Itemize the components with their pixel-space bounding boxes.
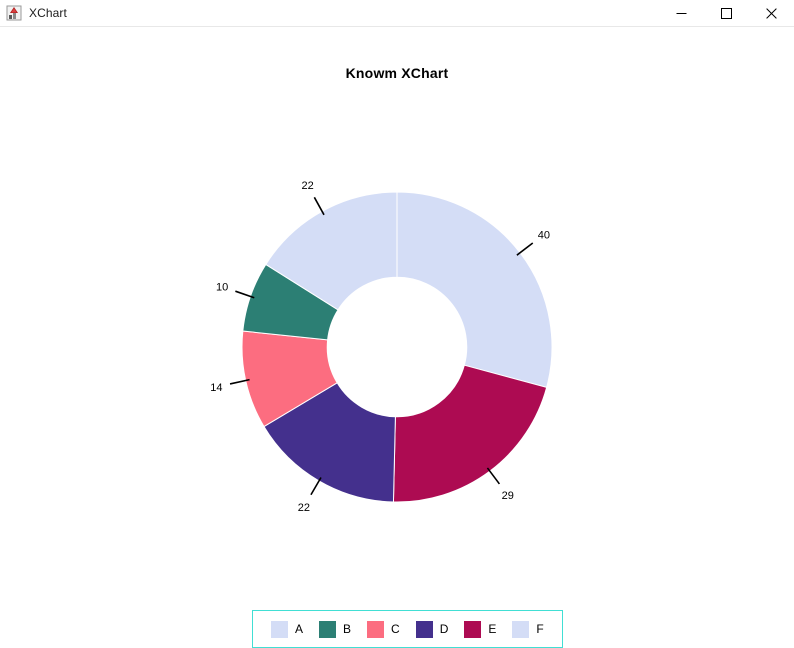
pie-slice-c[interactable] xyxy=(241,330,338,428)
xchart-app-icon xyxy=(6,5,22,21)
titlebar-left-group: XChart xyxy=(0,0,659,26)
pie-slice-f[interactable] xyxy=(265,191,398,311)
chart-legend: A B C D E F xyxy=(252,610,563,648)
legend-swatch-f xyxy=(512,620,530,638)
legend-item-d[interactable]: D xyxy=(408,620,457,638)
window-controls xyxy=(659,0,794,26)
legend-label-e: E xyxy=(488,622,497,636)
pie-slice-b[interactable] xyxy=(242,263,339,341)
slice-value-label-a: 40 xyxy=(538,230,550,242)
slice-leader-line-b xyxy=(235,290,255,299)
chart-title: Knowm XChart xyxy=(345,65,449,81)
slice-value-label-c: 14 xyxy=(210,382,222,394)
pie-slice-d[interactable] xyxy=(263,382,396,503)
legend-label-c: C xyxy=(391,622,400,636)
slice-value-label-d: 22 xyxy=(298,502,310,514)
donut-chart: 40 29 22 14 10 22 xyxy=(0,27,794,557)
slice-leader-line-f xyxy=(313,196,325,216)
pie-slice-e[interactable] xyxy=(392,364,548,503)
slice-leader-line-a xyxy=(516,242,534,256)
slice-value-label-f: 22 xyxy=(301,180,313,192)
legend-swatch-d xyxy=(415,620,433,638)
legend-item-c[interactable]: C xyxy=(359,620,408,638)
legend-item-e[interactable]: E xyxy=(456,620,504,638)
legend-label-f: F xyxy=(536,622,544,636)
legend-swatch-e xyxy=(464,620,482,638)
maximize-button[interactable] xyxy=(704,0,749,26)
pie-slice-a[interactable] xyxy=(396,191,553,389)
slice-leader-line-e xyxy=(486,467,501,485)
donut-chart-svg: 40 29 22 14 10 22 xyxy=(210,180,553,514)
legend-swatch-c xyxy=(367,620,385,638)
slice-leader-line-c xyxy=(229,378,250,385)
window-title: XChart xyxy=(29,6,67,20)
legend-item-b[interactable]: B xyxy=(311,620,359,638)
legend-label-b: B xyxy=(343,622,352,636)
close-button[interactable] xyxy=(749,0,794,26)
chart-canvas: Knowm XChart 40 29 22 14 10 22 A B C D E F xyxy=(0,27,794,648)
legend-item-f[interactable]: F xyxy=(504,620,551,638)
slice-value-label-b: 10 xyxy=(216,282,228,294)
legend-item-a[interactable]: A xyxy=(263,620,311,638)
legend-label-a: A xyxy=(295,622,304,636)
minimize-button[interactable] xyxy=(659,0,704,26)
slice-value-label-e: 29 xyxy=(502,490,514,502)
window-titlebar: XChart xyxy=(0,0,794,27)
slice-leader-line-d xyxy=(310,477,322,496)
legend-swatch-a xyxy=(271,620,288,638)
legend-label-d: D xyxy=(439,622,449,636)
legend-swatch-b xyxy=(319,620,337,638)
